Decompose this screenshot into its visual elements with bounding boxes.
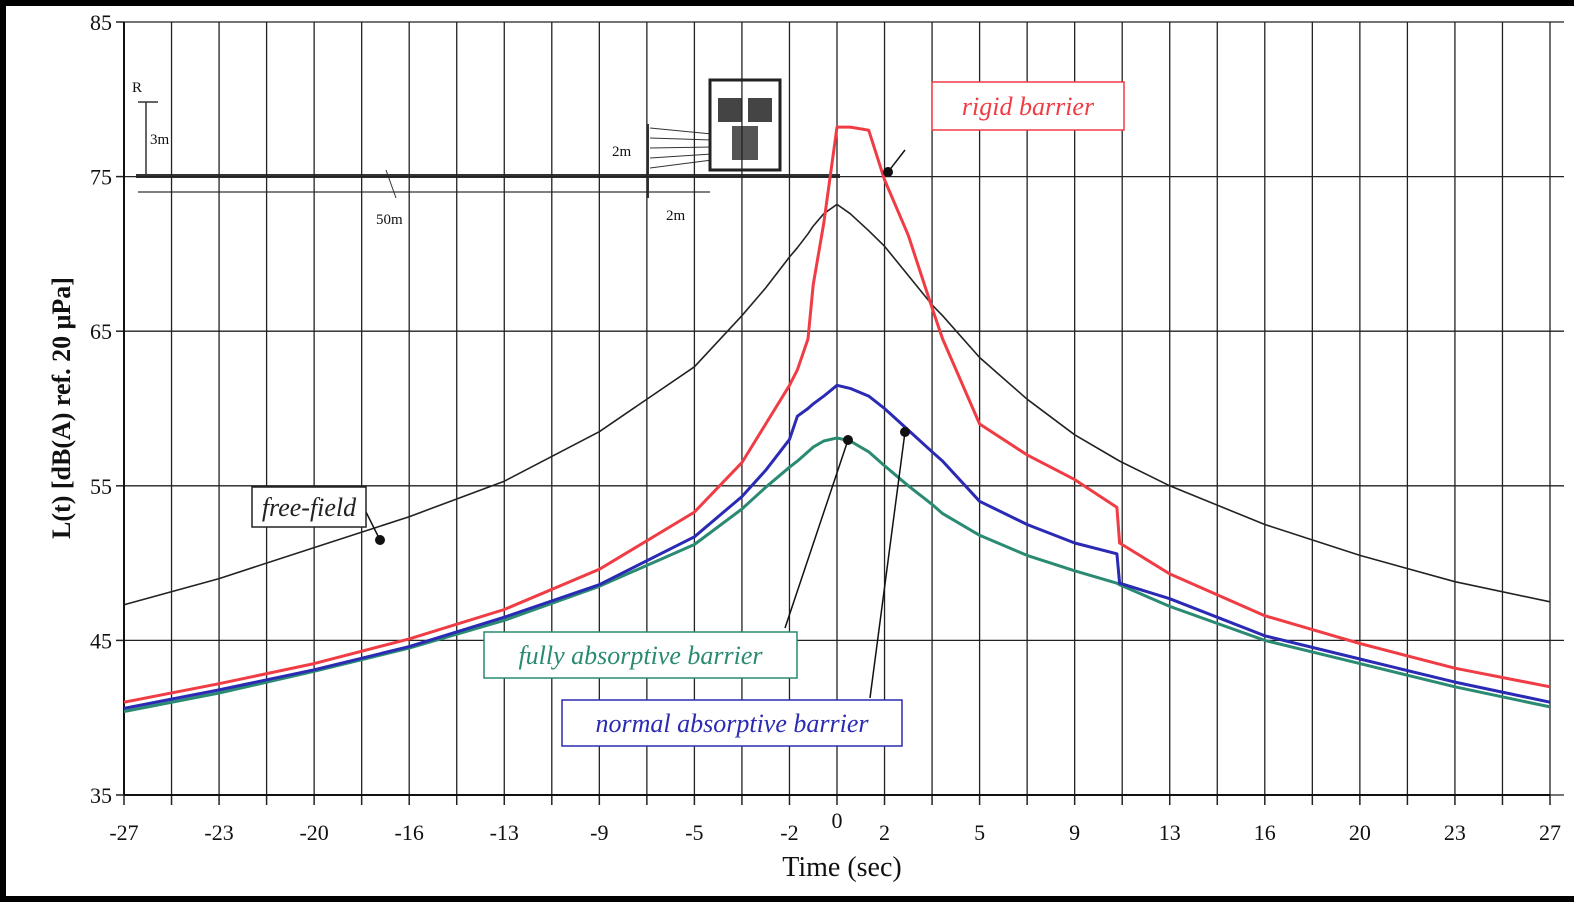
legend-label: fully absorptive barrier <box>518 641 763 670</box>
inset-label: 2m <box>666 208 686 224</box>
y-tick-label: 35 <box>90 783 112 808</box>
series-line <box>123 125 1551 704</box>
inset-label: 2m <box>612 144 632 160</box>
inset-label: 3m <box>150 132 170 148</box>
legend-box <box>561 699 903 747</box>
x-tick-label: -23 <box>204 820 233 845</box>
x-tick-label: -20 <box>299 820 328 845</box>
legend-arrow <box>784 439 849 629</box>
x-tick-label: 13 <box>1159 820 1181 845</box>
truck-window <box>718 98 742 122</box>
y-tick-label: 85 <box>90 10 112 35</box>
legend-label: rigid barrier <box>962 92 1095 121</box>
x-axis-label: Time (sec) <box>782 852 902 883</box>
inset-label: 50m <box>376 212 403 228</box>
legend-arrow <box>869 431 906 699</box>
x-tick-label: 0 <box>832 808 843 833</box>
series-line <box>123 383 1551 710</box>
rays <box>649 127 713 169</box>
legend-arrow-head <box>900 427 910 437</box>
legend-box <box>931 81 1125 131</box>
x-tick-label: 27 <box>1539 820 1561 845</box>
x-tick-label: 2 <box>879 820 890 845</box>
x-tick-label: -13 <box>490 820 519 845</box>
x-tick-label: -27 <box>109 820 138 845</box>
x-tick-label: 5 <box>974 820 985 845</box>
legend-box <box>251 486 367 528</box>
y-tick-label: 75 <box>90 165 112 190</box>
inset-label: R <box>132 80 142 96</box>
x-tick-label: 16 <box>1254 820 1276 845</box>
legend-arrow-head <box>843 435 853 445</box>
break-mark <box>385 169 397 199</box>
y-axis-label: L(t) [dB(A) ref. 20 μPa] <box>47 277 76 539</box>
legend-arrow-head <box>375 535 385 545</box>
x-tick-label: -16 <box>395 820 424 845</box>
x-tick-label: -5 <box>685 820 703 845</box>
legend-label: free-field <box>262 493 357 522</box>
y-tick-label: 65 <box>90 319 112 344</box>
x-tick-label: 9 <box>1069 820 1080 845</box>
truck-grille <box>732 126 758 160</box>
truck-window <box>748 98 772 122</box>
inset-diagram: R 3m 2m 50m 2m <box>132 78 840 228</box>
legend-arrow <box>365 511 381 541</box>
x-tick-label: 23 <box>1444 820 1466 845</box>
grid <box>123 21 1564 796</box>
legend-box <box>483 631 798 679</box>
legend-arrow-head <box>883 167 893 177</box>
x-tick-label: -2 <box>780 820 798 845</box>
y-tick-label: 45 <box>90 628 112 653</box>
legend-label: normal absorptive barrier <box>596 709 870 738</box>
x-tick-label: 20 <box>1349 820 1371 845</box>
y-tick-label: 55 <box>90 474 112 499</box>
series-line <box>123 203 1551 606</box>
x-tick-label: -9 <box>590 820 608 845</box>
